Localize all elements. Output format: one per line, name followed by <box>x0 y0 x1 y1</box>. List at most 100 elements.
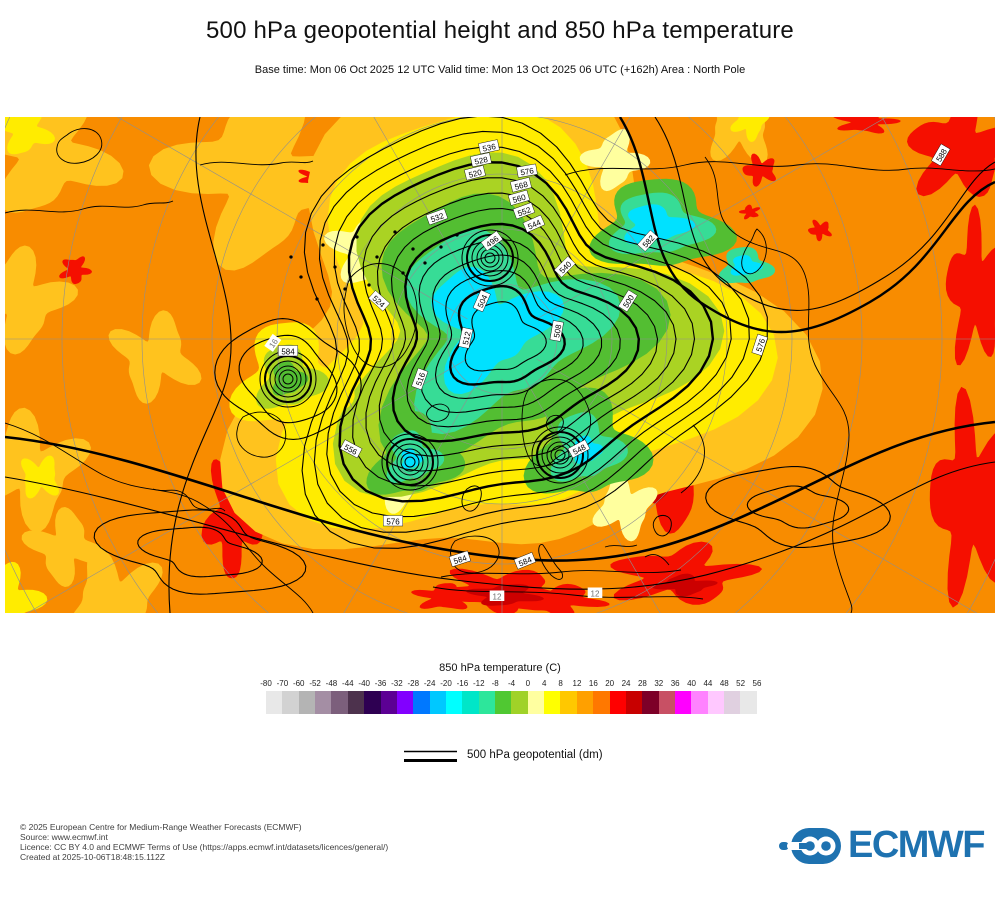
footer-attribution: © 2025 European Centre for Medium-Range … <box>20 822 388 862</box>
contour-label: 528 <box>470 152 492 168</box>
contour-label: 584 <box>278 345 298 356</box>
colorbar-tick: 16 <box>588 679 598 688</box>
colorbar-segment <box>266 691 283 714</box>
colorbar-tick: -8 <box>491 679 499 688</box>
colorbar-tick: 28 <box>637 679 647 688</box>
colorbar-tick: 32 <box>654 679 664 688</box>
page-subtitle: Base time: Mon 06 Oct 2025 12 UTC Valid … <box>254 64 746 76</box>
colorbar-tick: 52 <box>736 679 746 688</box>
svg-text:584: 584 <box>453 553 469 566</box>
colorbar-segment <box>724 691 741 714</box>
colorbar-segment <box>691 691 708 714</box>
colorbar-tick: -20 <box>440 679 452 688</box>
contour-label: 520 <box>464 165 486 181</box>
footer-licence: Licence: CC BY 4.0 and ECMWF Terms of Us… <box>20 842 389 852</box>
svg-text:508: 508 <box>552 323 563 338</box>
footer-created: Created at 2025-10-06T18:48:15.112Z <box>20 852 165 862</box>
ecmwf-logo-mark <box>778 827 841 864</box>
ecmwf-logo-text: ECMWF <box>847 824 986 866</box>
colorbar-tick: 20 <box>605 679 615 688</box>
contour-label: 512 <box>458 327 474 349</box>
colorbar-tick: 0 <box>525 679 531 688</box>
colorbar-segment <box>674 691 692 714</box>
colorbar-segment <box>380 691 397 714</box>
colorbar-segment <box>331 691 348 714</box>
geopotential-legend-label: 500 hPa geopotential (dm) <box>467 749 603 761</box>
colorbar-tick: -60 <box>292 679 305 688</box>
colorbar-segment <box>544 691 561 714</box>
colorbar-tick: -44 <box>342 679 354 688</box>
colorbar-tick: -12 <box>472 679 485 688</box>
colorbar-segment <box>707 691 725 714</box>
colorbar-segment <box>511 691 528 714</box>
colorbar-title: 850 hPa temperature (C) <box>439 662 561 674</box>
colorbar-tick: -32 <box>391 679 403 688</box>
svg-text:552: 552 <box>516 205 532 218</box>
colorbar-ticks: -80 -70 -60 -52 -48 -44 -40 -36 -32 -28 -24 -20 -16-… <box>260 679 761 689</box>
svg-text:568: 568 <box>514 180 530 192</box>
footer-copyright: © 2025 European Centre for Medium-Range … <box>20 822 302 832</box>
colorbar-tick: 36 <box>670 679 680 688</box>
colorbar-segment <box>298 691 316 714</box>
colorbar-segment <box>396 691 414 714</box>
colorbar-tick: 48 <box>719 679 729 688</box>
svg-text:516: 516 <box>414 371 427 387</box>
contour-label: 576 <box>751 333 769 357</box>
contour-label: 16 <box>264 333 282 352</box>
colorbar-tick: -70 <box>276 679 289 688</box>
contour-label: 12 <box>587 587 603 598</box>
colorbar-tick: -36 <box>374 679 387 688</box>
colorbar-tick: 12 <box>572 679 582 688</box>
colorbar-segment <box>740 691 757 714</box>
colorbar-segment <box>625 691 643 714</box>
colorbar-tick: -52 <box>309 679 321 688</box>
colorbar-segment <box>315 691 332 714</box>
contour-label: 516 <box>411 367 429 391</box>
contour-label: 560 <box>507 189 530 206</box>
contour-label: 552 <box>512 202 536 220</box>
colorbar-tick: -16 <box>456 679 469 688</box>
svg-text:12: 12 <box>591 589 600 598</box>
footer-source: Source: www.ecmwf.int <box>20 832 108 842</box>
colorbar-segment <box>609 691 626 714</box>
colorbar-tick: 56 <box>752 679 762 688</box>
colorbar-segment <box>462 691 479 714</box>
geopotential-line-sample <box>404 750 457 762</box>
svg-text:520: 520 <box>468 168 484 180</box>
contour-label: 584 <box>448 550 472 568</box>
colorbar-tick: 8 <box>558 679 563 688</box>
colorbar-segment <box>560 691 577 714</box>
svg-text:12: 12 <box>493 592 502 601</box>
contour-label: 532 <box>425 208 449 226</box>
svg-text:560: 560 <box>512 192 528 204</box>
contour-label: 576 <box>516 163 538 178</box>
svg-text:576: 576 <box>386 517 400 526</box>
contour-label: 576 <box>383 515 403 526</box>
colorbar-segment <box>429 691 446 714</box>
contour-label: 568 <box>510 177 532 193</box>
svg-text:532: 532 <box>429 211 445 224</box>
colorbar-tick: -48 <box>325 679 338 688</box>
colorbar-tick: 40 <box>687 679 696 688</box>
svg-text:584: 584 <box>281 347 295 356</box>
geopotential-contours <box>4 115 996 614</box>
colorbar-segment <box>364 691 381 714</box>
ecmwf-logo: ECMWF <box>778 824 986 867</box>
page-title: 500 hPa geopotential height and 850 hPa … <box>206 17 794 44</box>
colorbar-segment <box>413 691 430 714</box>
colorbar-tick: -24 <box>423 679 436 688</box>
contour-label: 536 <box>478 139 500 155</box>
colorbar-tick: -28 <box>407 679 420 688</box>
colorbar-segment <box>642 691 659 714</box>
colorbar-tick: 4 <box>541 679 547 688</box>
colorbar <box>266 691 757 714</box>
colorbar-segment <box>495 691 512 714</box>
colorbar-tick: -80 <box>260 679 272 688</box>
svg-text:512: 512 <box>461 330 473 345</box>
colorbar-tick: 44 <box>703 679 713 688</box>
colorbar-segment <box>478 691 496 714</box>
svg-text:528: 528 <box>474 155 489 167</box>
